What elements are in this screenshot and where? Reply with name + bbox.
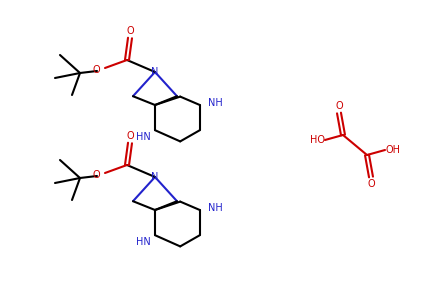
- Text: O: O: [367, 179, 375, 189]
- Text: O: O: [335, 101, 343, 111]
- Text: HN: HN: [136, 237, 151, 247]
- Text: OH: OH: [385, 145, 400, 155]
- Text: O: O: [92, 65, 100, 75]
- Text: O: O: [126, 26, 134, 36]
- Text: HO: HO: [310, 135, 325, 145]
- Text: HN: HN: [136, 132, 151, 142]
- Text: NH: NH: [208, 98, 223, 108]
- Text: O: O: [92, 170, 100, 180]
- Text: O: O: [126, 131, 134, 141]
- Text: N: N: [151, 67, 159, 77]
- Text: NH: NH: [208, 203, 223, 213]
- Text: N: N: [151, 172, 159, 182]
